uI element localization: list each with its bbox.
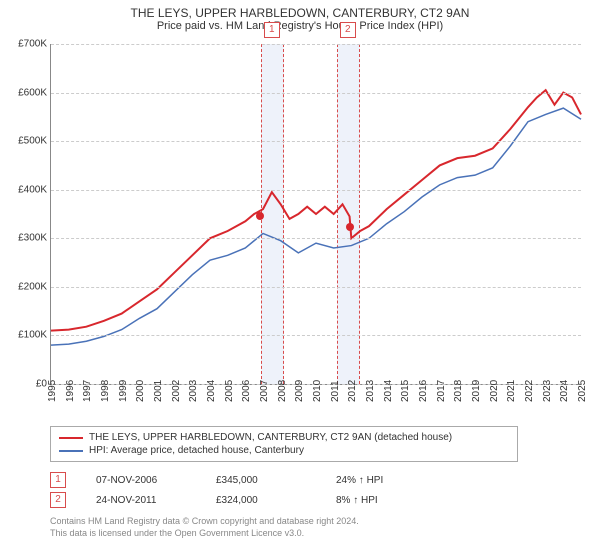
footer: Contains HM Land Registry data © Crown c… [50,516,359,539]
gridline-h [51,44,581,45]
event-delta: 8% ↑ HPI [336,495,426,506]
x-axis-label: 2004 [206,380,217,402]
y-axis-label: £200K [18,281,47,292]
x-axis-label: 2013 [365,380,376,402]
series-hpi [51,108,581,345]
x-axis-label: 2000 [135,380,146,402]
x-axis-label: 2007 [259,380,270,402]
legend-item: HPI: Average price, detached house, Cant… [59,444,509,457]
event-price: £345,000 [216,475,306,486]
chart-lines [51,44,581,384]
x-axis-label: 1997 [82,380,93,402]
x-axis-label: 1999 [118,380,129,402]
gridline-h [51,141,581,142]
y-axis-label: £500K [18,136,47,147]
y-axis-label: £100K [18,330,47,341]
legend-label: THE LEYS, UPPER HARBLEDOWN, CANTERBURY, … [89,432,452,443]
sale-point [346,223,354,231]
x-axis-label: 2011 [330,380,341,402]
legend-swatch [59,437,83,439]
plot-area: £0£100K£200K£300K£400K£500K£600K£700K199… [50,44,581,385]
x-axis-label: 2018 [453,380,464,402]
x-axis-label: 2001 [153,380,164,402]
event-marker-top: 2 [340,22,356,38]
event-marker: 1 [50,472,66,488]
x-axis-label: 1995 [47,380,58,402]
event-date: 24-NOV-2011 [96,495,186,506]
x-axis-label: 2024 [559,380,570,402]
x-axis-label: 2012 [347,380,358,402]
legend-item: THE LEYS, UPPER HARBLEDOWN, CANTERBURY, … [59,431,509,444]
gridline-h [51,238,581,239]
y-axis-label: £700K [18,39,47,50]
event-marker-top: 1 [264,22,280,38]
x-axis-label: 2023 [542,380,553,402]
sale-point [256,212,264,220]
event-row: 2 24-NOV-2011 £324,000 8% ↑ HPI [50,490,426,510]
x-axis-label: 2017 [436,380,447,402]
y-axis-label: £400K [18,184,47,195]
chart-container: THE LEYS, UPPER HARBLEDOWN, CANTERBURY, … [0,0,600,560]
gridline-h [51,287,581,288]
x-axis-label: 2020 [489,380,500,402]
legend: THE LEYS, UPPER HARBLEDOWN, CANTERBURY, … [50,426,518,462]
chart-subtitle: Price paid vs. HM Land Registry's House … [0,20,600,36]
chart-title: THE LEYS, UPPER HARBLEDOWN, CANTERBURY, … [0,0,600,20]
y-axis-label: £300K [18,233,47,244]
x-axis-label: 2021 [506,380,517,402]
x-axis-label: 2006 [241,380,252,402]
x-axis-label: 2019 [471,380,482,402]
event-row: 1 07-NOV-2006 £345,000 24% ↑ HPI [50,470,426,490]
x-axis-label: 2009 [294,380,305,402]
x-axis-label: 2002 [171,380,182,402]
footer-line: Contains HM Land Registry data © Crown c… [50,516,359,528]
x-axis-label: 2015 [400,380,411,402]
legend-swatch [59,450,83,452]
gridline-h [51,190,581,191]
x-axis-label: 2016 [418,380,429,402]
legend-label: HPI: Average price, detached house, Cant… [89,445,304,456]
x-axis-label: 2014 [383,380,394,402]
x-axis-label: 2010 [312,380,323,402]
event-price: £324,000 [216,495,306,506]
gridline-h [51,335,581,336]
y-axis-label: £0 [36,379,47,390]
event-delta: 24% ↑ HPI [336,475,426,486]
x-axis-label: 1996 [65,380,76,402]
events-table: 1 07-NOV-2006 £345,000 24% ↑ HPI 2 24-NO… [50,470,426,510]
event-date: 07-NOV-2006 [96,475,186,486]
x-axis-label: 2022 [524,380,535,402]
series-price_paid [51,90,581,330]
x-axis-label: 2008 [277,380,288,402]
event-marker: 2 [50,492,66,508]
x-axis-label: 2005 [224,380,235,402]
gridline-h [51,93,581,94]
x-axis-label: 2025 [577,380,588,402]
footer-line: This data is licensed under the Open Gov… [50,528,359,540]
y-axis-label: £600K [18,87,47,98]
x-axis-label: 1998 [100,380,111,402]
x-axis-label: 2003 [188,380,199,402]
